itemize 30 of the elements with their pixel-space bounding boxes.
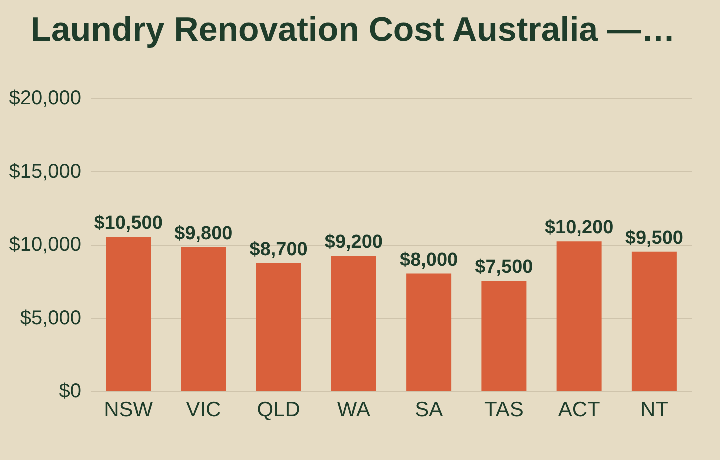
bar	[406, 274, 452, 391]
y-tick-label: $0	[59, 380, 82, 402]
bar	[482, 281, 527, 391]
x-tick-label: ACT	[558, 398, 600, 422]
data-label: $9,200	[324, 232, 383, 254]
x-tick-label: VIC	[186, 398, 222, 422]
x-tick-label: NT	[640, 398, 669, 422]
x-tick-label: TAS	[484, 398, 524, 422]
data-label: $8,700	[250, 240, 308, 261]
bar	[632, 252, 677, 391]
data-label: $9,500	[625, 228, 684, 249]
y-tick-label: $5,000	[20, 307, 82, 330]
y-tick-label: $15,000	[9, 160, 82, 183]
bar	[256, 264, 302, 391]
data-label: $10,500	[94, 213, 163, 234]
x-tick-label: NSW	[104, 398, 154, 422]
data-label: $10,200	[544, 218, 614, 239]
y-tick-label: $10,000	[9, 234, 82, 256]
data-label: $7,500	[475, 257, 534, 278]
bar	[106, 237, 152, 391]
chart-title: Laundry Renovation Cost Australia —…	[30, 11, 676, 49]
x-tick-label: QLD	[257, 398, 300, 422]
y-tick-label: $20,000	[9, 88, 82, 110]
x-tick-label: SA	[415, 398, 444, 422]
bar	[181, 247, 226, 391]
bar	[331, 256, 376, 391]
data-label: $8,000	[400, 250, 458, 271]
x-tick-label: WA	[337, 398, 370, 422]
bar	[556, 242, 602, 391]
data-label: $9,800	[174, 223, 233, 244]
